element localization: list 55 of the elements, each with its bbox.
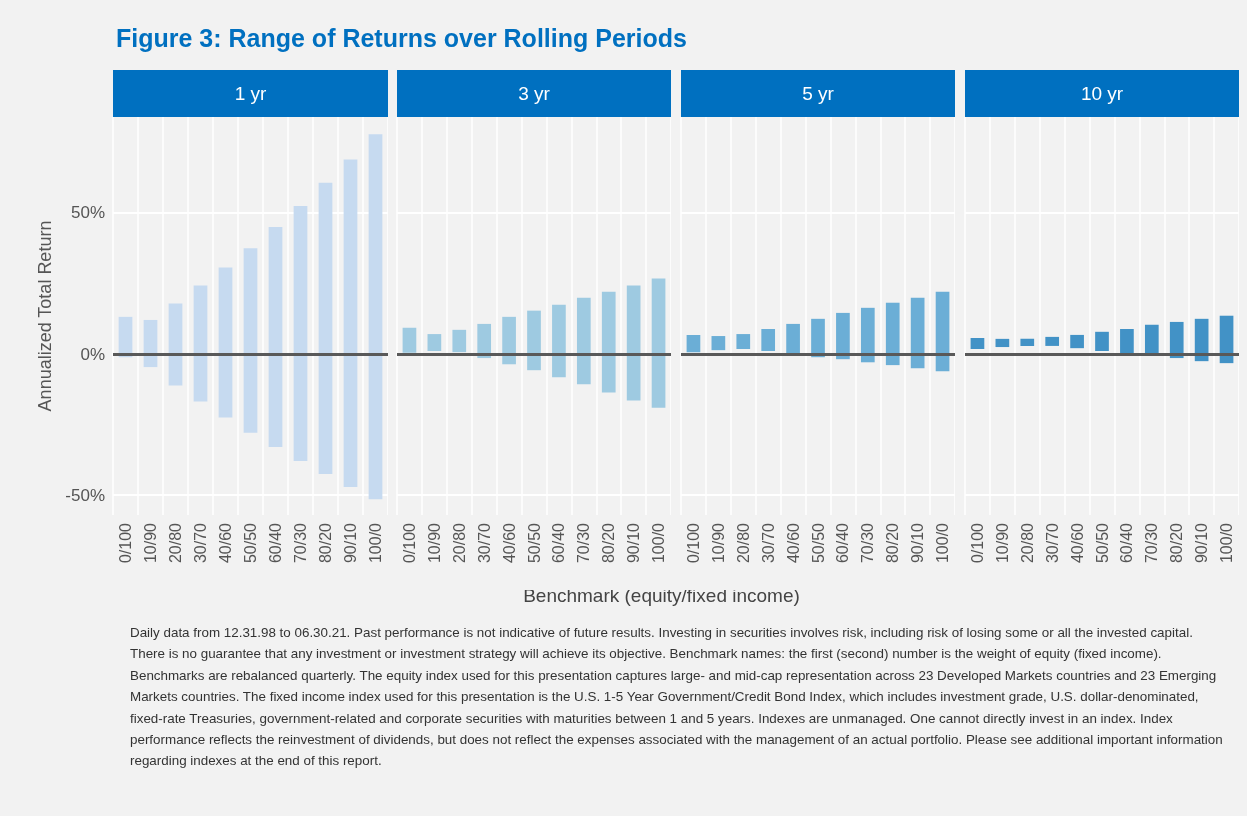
x-tick-label: 30/70 (192, 522, 209, 564)
x-tick-label: 80/20 (317, 522, 334, 564)
y-tick-label: 0% (80, 344, 105, 364)
x-tick-label: 50/50 (1093, 522, 1111, 564)
x-tick-label: 60/40 (1118, 522, 1136, 564)
x-tick-label: 20/80 (1018, 522, 1036, 564)
y-tick-label: -50% (65, 485, 105, 505)
x-tick-label: 60/40 (550, 522, 568, 564)
x-axis-title: Benchmark (equity/fixed income) (522, 585, 801, 607)
x-tick-label: 80/20 (884, 522, 902, 564)
x-tick-label: 30/70 (759, 522, 777, 564)
x-tick-label: 70/30 (1143, 522, 1161, 564)
x-tick-label: 80/20 (1168, 522, 1186, 564)
chart-subtitle: 1 yr (113, 70, 388, 117)
x-tick-label: 0/100 (968, 522, 986, 564)
x-tick-label: 0/100 (117, 522, 134, 564)
x-tick-label: 70/30 (859, 522, 877, 564)
x-tick-label: 10/90 (709, 522, 727, 564)
chart-title: Figure 3: Range of Returns over Rolling Periods (116, 24, 687, 53)
x-tick-label: 30/70 (1043, 522, 1061, 564)
x-tick-label: 90/10 (909, 522, 927, 564)
x-tick-label: 90/10 (342, 522, 359, 564)
x-tick-label: 50/50 (809, 522, 827, 564)
x-tick-label: 100/0 (1218, 522, 1236, 564)
x-tick-label: 70/30 (292, 522, 309, 564)
x-tick-label: 80/20 (600, 522, 618, 564)
x-tick-label: 100/0 (934, 522, 952, 564)
x-tick-label: 50/50 (242, 522, 259, 564)
x-tick-label: 90/10 (1193, 522, 1211, 564)
x-tick-label: 90/10 (625, 522, 643, 564)
x-tick-label: 20/80 (167, 522, 184, 564)
x-tick-label: 40/60 (500, 522, 518, 564)
x-tick-label: 70/30 (575, 522, 593, 564)
x-tick-label: 40/60 (784, 522, 802, 564)
x-tick-label: 0/100 (400, 522, 418, 564)
chart-subtitle: 10 yr (965, 70, 1239, 117)
x-tick-label: 100/0 (367, 522, 384, 564)
x-tick-label: 40/60 (217, 522, 234, 564)
y-tick-label: 50% (70, 203, 105, 223)
x-tick-label: 20/80 (734, 522, 752, 564)
y-axis-title: Annualized Total Return (35, 220, 56, 412)
chart-subtitle: 5 yr (681, 70, 955, 117)
text: Daily data from 12.31.98 to 06.30.21. Past performance is not indicative of future results. Investing in securities involves risk, including risk of losing some or all the invested capital. There is no guarantee that any investment or investment strategy will achieve its objective. Benchmark names: the first (second) number is the weight of equity (fixed income). Benchmarks are rebalanced quarterly. The equity index used for this presentation captures large- and mid-cap representation across 23 Developed Markets countries and 23 Emerging Markets countries. The fixed income index used for this presentation is the U.S. 1-5 Year Government/Credit Bond Index, which includes investment grade, U.S. dollar-denominated, fixed-rate Treasuries, government-related and corporate securities with maturities between 1 and 5 years. Indexes are unmanaged. One cannot directly invest in an index. Index performance reflects the reinvestment of dividends, but does not reflect the expenses associated with the management of an actual portfolio. Please see additional important information regarding indexes at the end of this report. (130, 624, 1224, 771)
x-tick-label: 20/80 (450, 522, 468, 564)
x-tick-label: 60/40 (834, 522, 852, 564)
x-tick-label: 100/0 (650, 522, 668, 564)
chart-subtitle: 3 yr (397, 70, 671, 117)
x-tick-label: 10/90 (993, 522, 1011, 564)
x-tick-label: 40/60 (1068, 522, 1086, 564)
x-tick-label: 50/50 (525, 522, 543, 564)
x-tick-label: 10/90 (142, 522, 159, 564)
x-tick-label: 60/40 (267, 522, 284, 564)
x-tick-label: 30/70 (475, 522, 493, 564)
x-tick-label: 10/90 (425, 522, 443, 564)
x-tick-label: 0/100 (684, 522, 702, 564)
